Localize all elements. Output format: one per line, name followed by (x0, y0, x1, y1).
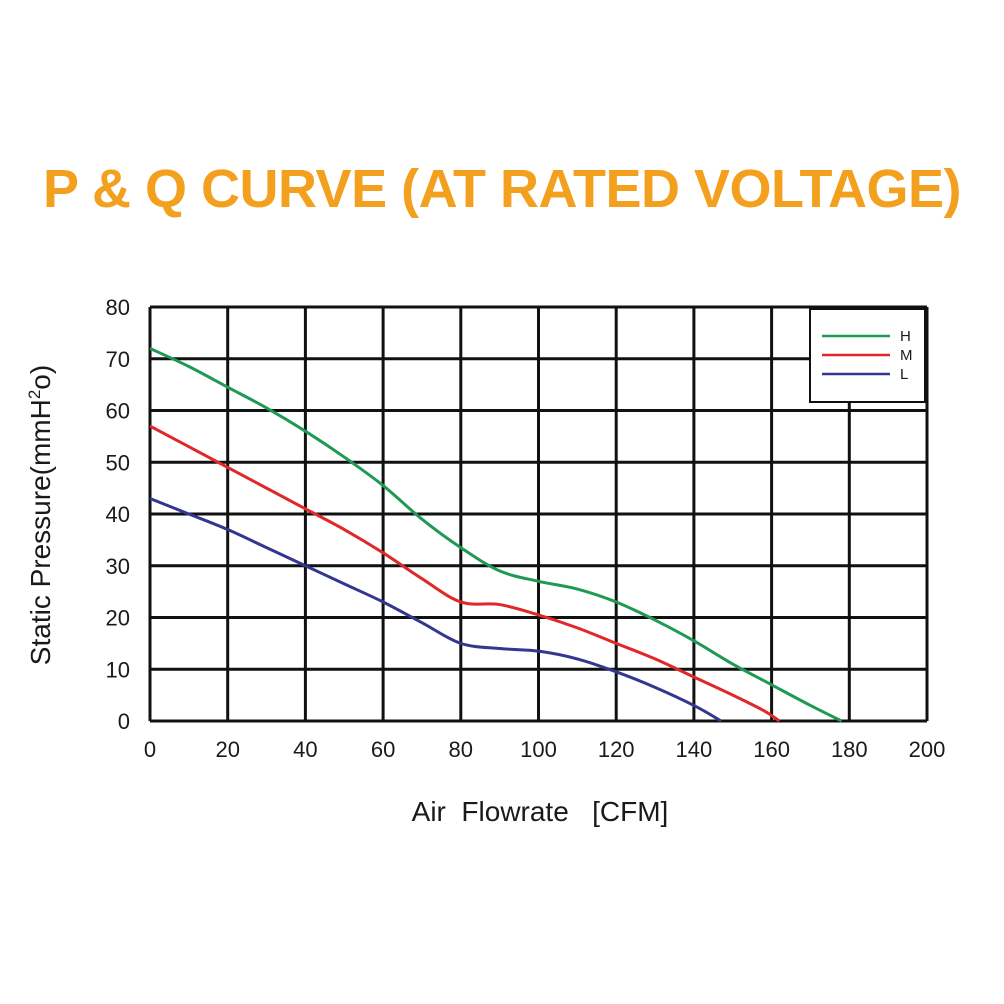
y-tick-0: 0 (118, 709, 130, 734)
x-tick-60: 60 (371, 737, 395, 762)
grid-lines (148, 305, 929, 723)
series-lines (149, 347, 843, 723)
chart-title: P & Q CURVE (AT RATED VOLTAGE) (42, 159, 962, 219)
legend-label-m: M (900, 347, 913, 364)
x-tick-20: 20 (215, 737, 239, 762)
x-tick-200: 200 (909, 737, 946, 762)
y-axis-label-sup: 2 (25, 390, 44, 399)
x-tick-180: 180 (831, 737, 868, 762)
x-tick-160: 160 (753, 737, 790, 762)
legend-label-h: H (900, 328, 911, 345)
y-axis-label-end: o) (25, 365, 56, 390)
y-tick-labels: 0 10 20 30 40 50 60 70 80 (106, 295, 130, 734)
y-tick-70: 70 (106, 347, 130, 372)
x-tick-40: 40 (293, 737, 317, 762)
y-tick-40: 40 (106, 502, 130, 527)
y-tick-20: 20 (106, 606, 130, 631)
series-line-m (149, 424, 781, 723)
y-tick-30: 30 (106, 554, 130, 579)
x-tick-100: 100 (520, 737, 557, 762)
y-axis-label: Static Pressure(mmH2o) (25, 365, 56, 665)
x-tick-labels: 0 20 40 60 80 100 120 140 160 180 200 (144, 737, 945, 762)
legend: HML (809, 308, 926, 403)
y-axis-label-main: Static Pressure(mmH (25, 399, 56, 665)
series-line-h (149, 347, 843, 723)
y-tick-80: 80 (106, 295, 130, 320)
x-tick-140: 140 (676, 737, 713, 762)
x-tick-80: 80 (449, 737, 473, 762)
x-tick-0: 0 (144, 737, 156, 762)
series-line-l (149, 497, 722, 723)
legend-label-l: L (900, 366, 908, 383)
x-axis-label: Air Flowrate [CFM] (412, 796, 669, 827)
y-tick-10: 10 (106, 657, 130, 682)
x-tick-120: 120 (598, 737, 635, 762)
y-tick-50: 50 (106, 450, 130, 475)
y-tick-60: 60 (106, 399, 130, 424)
